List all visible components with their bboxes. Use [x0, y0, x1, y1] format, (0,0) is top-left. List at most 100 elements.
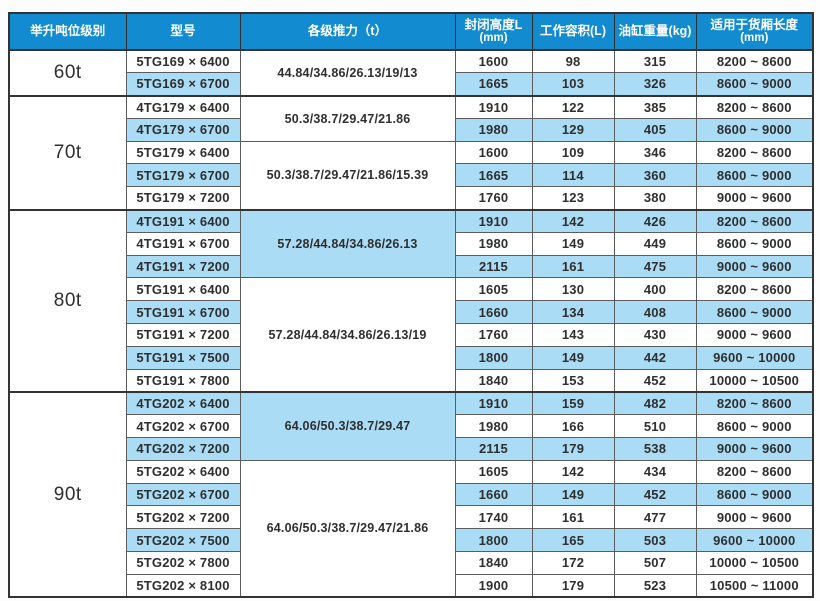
model-cell: 4TG191 × 6400: [125, 208, 241, 233]
table-row: 70t 4TG179 × 6400 50.3/38.7/29.47/21.86 191…: [8, 94, 814, 211]
model-cell: 5TG179 × 6400: [125, 140, 241, 165]
tonnage-cell: 70t: [8, 94, 127, 211]
model-cell: 4TG202 × 6400: [125, 390, 241, 416]
tonnage-cell: 80t: [8, 208, 127, 393]
thrust-cell: 50.3/38.7/29.47/21.86: [239, 94, 456, 142]
thrust-cell: 64.06/50.3/38.7/29.47: [239, 390, 456, 461]
box-length-cell: 8600 ~ 9000: [695, 231, 814, 256]
closed-height-cell: 2115: [454, 254, 533, 279]
box-length-cell: 8600 ~ 9000: [695, 482, 814, 507]
table-row: 5TG202 × 6400 64.06/50.3/38.7/29.47/21.86…: [9, 459, 814, 598]
col-header-model-label: 型号: [170, 24, 196, 39]
table-row: 5TG202 × 7500 1800 165 503 9600 ~ 10000: [9, 528, 814, 553]
model-cell: 5TG202 × 7800: [125, 551, 241, 575]
cylinder-weight-cell: 452: [613, 368, 697, 393]
model-cell: 5TG191 × 7800: [125, 368, 241, 393]
box-length-cell: 10500 ~ 11000: [695, 573, 814, 598]
table-body: 60t 5TG169 × 6400 44.84/34.86/26.13/19/13 1…: [8, 49, 814, 598]
col-header-thrust: 各级推力（t）: [239, 12, 456, 51]
cylinder-weight-cell: 430: [613, 323, 697, 347]
col-header-cylinder-weight: 油缸重量(kg): [613, 12, 697, 51]
model-cell: 5TG202 × 6400: [125, 459, 241, 484]
col-header-box-length-label: 适用于货厢长度: [710, 17, 798, 32]
working-volume-cell: 166: [531, 414, 615, 439]
box-length-cell: 8600 ~ 9000: [695, 300, 814, 325]
cylinder-weight-cell: 482: [613, 390, 697, 416]
cylinder-weight-cell: 442: [613, 345, 697, 370]
model-cell: 5TG202 × 6700: [125, 482, 241, 507]
working-volume-cell: 109: [531, 140, 615, 165]
table-row: 90t 4TG202 × 6400 64.06/50.3/38.7/29.47 191…: [8, 390, 814, 598]
working-volume-cell: 172: [531, 551, 615, 575]
col-header-closed-height-unit: (mm): [479, 32, 508, 45]
model-cell: 5TG179 × 7200: [125, 186, 241, 211]
closed-height-cell: 2115: [454, 437, 533, 461]
box-length-cell: 8200 ~ 8600: [695, 49, 814, 74]
cylinder-weight-cell: 400: [613, 277, 697, 302]
closed-height-cell: 1910: [454, 94, 533, 119]
table-row: 5TG191 × 6700 1660 134 408 8600 ~ 9000: [9, 300, 814, 325]
cylinder-weight-cell: 408: [613, 300, 697, 325]
thrust-cell: 57.28/44.84/34.86/26.13: [239, 208, 456, 279]
col-header-box-length: 适用于货厢长度 (mm): [695, 12, 814, 51]
table-row: 60t 5TG169 × 6400 44.84/34.86/26.13/19/13 1…: [8, 49, 814, 97]
closed-height-cell: 1800: [454, 345, 533, 370]
closed-height-cell: 1980: [454, 117, 533, 142]
cylinder-weight-cell: 380: [613, 186, 697, 211]
cylinder-weight-cell: 346: [613, 140, 697, 165]
model-cell: 5TG191 × 7200: [125, 323, 241, 347]
box-length-cell: 9600 ~ 10000: [695, 528, 814, 553]
working-volume-cell: 142: [531, 208, 615, 233]
hydraulic-cylinder-spec-table: 举升吨位级别 型号 各级推力（t） 封闭高度L (mm) 工作容积(L) 油缸重…: [8, 12, 814, 599]
box-length-cell: 9600 ~ 10000: [695, 345, 814, 370]
col-header-thrust-label: 各级推力（t）: [307, 24, 388, 39]
cylinder-weight-cell: 523: [613, 573, 697, 598]
col-header-box-length-unit: (mm): [740, 32, 769, 45]
working-volume-cell: 165: [531, 528, 615, 553]
header-row: 举升吨位级别 型号 各级推力（t） 封闭高度L (mm) 工作容积(L) 油缸重…: [8, 12, 814, 51]
thrust-cell: 64.06/50.3/38.7/29.47/21.86: [239, 459, 456, 598]
closed-height-cell: 1605: [454, 277, 533, 302]
closed-height-cell: 1740: [454, 505, 533, 530]
closed-height-cell: 1910: [454, 390, 533, 416]
closed-height-cell: 1665: [454, 163, 533, 188]
thrust-cell: 57.28/44.84/34.86/26.13/19: [239, 277, 456, 393]
box-length-cell: 8600 ~ 9000: [695, 117, 814, 142]
cylinder-weight-cell: 434: [613, 459, 697, 484]
table-row: 5TG179 × 6700 1665 114 360 8600 ~ 9000: [9, 163, 814, 188]
working-volume-cell: 142: [531, 459, 615, 484]
closed-height-cell: 1840: [454, 551, 533, 575]
cylinder-weight-cell: 510: [613, 414, 697, 439]
col-header-closed-height: 封闭高度L (mm): [454, 12, 533, 51]
cylinder-weight-cell: 405: [613, 117, 697, 142]
col-header-tonnage-label: 举升吨位级别: [30, 24, 106, 39]
table-row: 4TG191 × 7200 2115 161 475 9000 ~ 9600: [9, 254, 814, 279]
working-volume-cell: 153: [531, 368, 615, 393]
closed-height-cell: 1900: [454, 573, 533, 598]
working-volume-cell: 149: [531, 231, 615, 256]
model-cell: 5TG202 × 7200: [125, 505, 241, 530]
model-cell: 5TG202 × 7500: [125, 528, 241, 553]
table-row: 5TG191 × 7800 1840 153 452 10000 ~ 10500: [9, 368, 814, 393]
col-header-model: 型号: [125, 12, 241, 51]
closed-height-cell: 1980: [454, 231, 533, 256]
model-cell: 5TG169 × 6700: [125, 72, 241, 97]
closed-height-cell: 1600: [454, 140, 533, 165]
working-volume-cell: 149: [531, 482, 615, 507]
box-length-cell: 9000 ~ 9600: [695, 186, 814, 211]
closed-height-cell: 1760: [454, 186, 533, 211]
box-length-cell: 8600 ~ 9000: [695, 414, 814, 439]
cylinder-weight-cell: 477: [613, 505, 697, 530]
model-cell: 5TG202 × 8100: [125, 573, 241, 598]
thrust-cell: 44.84/34.86/26.13/19/13: [239, 49, 456, 97]
box-length-cell: 9000 ~ 9600: [695, 505, 814, 530]
model-cell: 4TG191 × 6700: [125, 231, 241, 256]
working-volume-cell: 114: [531, 163, 615, 188]
working-volume-cell: 103: [531, 72, 615, 97]
model-cell: 5TG191 × 7500: [125, 345, 241, 370]
working-volume-cell: 179: [531, 573, 615, 598]
working-volume-cell: 159: [531, 390, 615, 416]
working-volume-cell: 179: [531, 437, 615, 461]
cylinder-weight-cell: 503: [613, 528, 697, 553]
